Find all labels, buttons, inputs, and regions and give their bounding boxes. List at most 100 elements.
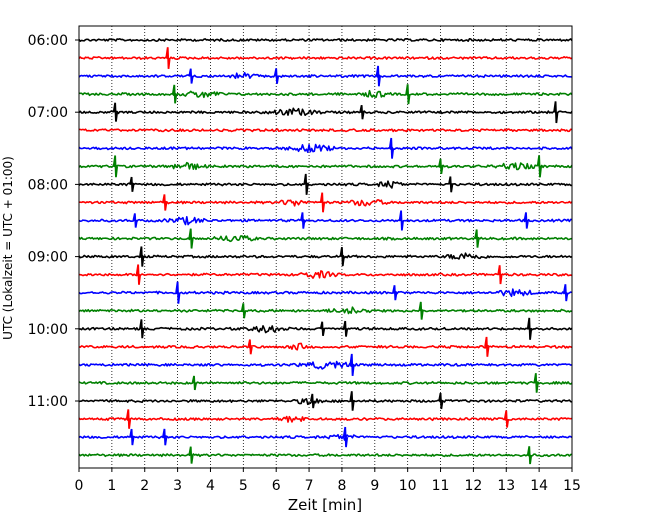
trace-spike bbox=[497, 265, 503, 285]
plot-frame bbox=[78, 25, 573, 469]
trace-spike bbox=[438, 158, 444, 175]
x-tick-label: 3 bbox=[173, 478, 182, 494]
trace-spike bbox=[342, 320, 349, 337]
x-axis-label: Zeit [min] bbox=[288, 496, 362, 514]
trace-spike bbox=[139, 246, 145, 267]
x-tick-label: 2 bbox=[140, 478, 149, 494]
trace-spike bbox=[162, 428, 168, 446]
trace-spike bbox=[112, 155, 119, 178]
trace-spike bbox=[392, 285, 398, 301]
trace-spike bbox=[191, 375, 197, 391]
x-tick-label: 11 bbox=[432, 478, 450, 494]
trace-spike bbox=[563, 284, 569, 302]
trace-spike bbox=[349, 391, 355, 411]
x-tick-label: 13 bbox=[497, 478, 515, 494]
y-tick-label: 07:00 bbox=[28, 105, 68, 121]
x-tick-label: 12 bbox=[464, 478, 482, 494]
trace-spike bbox=[319, 192, 326, 213]
trace-row bbox=[78, 128, 573, 133]
x-tick-label: 15 bbox=[563, 478, 581, 494]
trace-row bbox=[78, 143, 573, 153]
trace-spike bbox=[135, 264, 142, 285]
x-tick-label: 0 bbox=[75, 478, 84, 494]
trace-row bbox=[78, 216, 573, 226]
x-tick-label: 9 bbox=[370, 478, 379, 494]
trace-row bbox=[78, 325, 573, 334]
trace-row bbox=[78, 398, 573, 406]
x-tick-label: 6 bbox=[272, 478, 281, 494]
trace-spike bbox=[533, 373, 539, 393]
trace-spike bbox=[188, 446, 194, 464]
x-ticks: 0 1 2 3 4 5 6 7 8 9 10 11 12 13 14 15 bbox=[75, 468, 581, 494]
x-tick-label: 5 bbox=[239, 478, 248, 494]
x-tick-label: 14 bbox=[530, 478, 548, 494]
x-tick-label: 10 bbox=[399, 478, 417, 494]
trace-spike bbox=[129, 428, 135, 446]
trace-row bbox=[78, 306, 573, 315]
x-tick-label: 1 bbox=[107, 478, 116, 494]
trace-row bbox=[78, 252, 573, 260]
trace-spike bbox=[375, 65, 381, 87]
x-tick-label: 4 bbox=[206, 478, 215, 494]
trace-row bbox=[78, 433, 573, 441]
trace-spike bbox=[474, 229, 480, 248]
trace-row bbox=[78, 342, 573, 351]
trace-layer bbox=[78, 37, 573, 465]
trace-spike bbox=[125, 409, 132, 429]
trace-row bbox=[78, 180, 573, 189]
trace-spike bbox=[349, 353, 355, 376]
trace-spike bbox=[438, 392, 444, 410]
trace-spike bbox=[536, 155, 543, 178]
trace-spike bbox=[319, 321, 326, 337]
trace-spike bbox=[484, 336, 490, 357]
x-tick-label: 7 bbox=[305, 478, 314, 494]
y-tick-label: 11:00 bbox=[28, 394, 68, 410]
trace-spike bbox=[175, 281, 181, 304]
trace-row bbox=[78, 415, 573, 423]
trace-spike bbox=[162, 194, 168, 211]
trace-spike bbox=[526, 317, 533, 340]
trace-spike bbox=[188, 68, 194, 84]
y-tick-label: 09:00 bbox=[28, 250, 68, 266]
trace-row bbox=[78, 55, 573, 61]
trace-row bbox=[78, 71, 573, 80]
trace-row bbox=[78, 288, 573, 298]
trace-row bbox=[78, 234, 573, 243]
trace-spike bbox=[188, 228, 194, 249]
trace-spike bbox=[398, 210, 404, 231]
trace-spike bbox=[309, 393, 316, 409]
trace-spike bbox=[273, 68, 280, 84]
trace-spike bbox=[448, 176, 454, 193]
trace-spike bbox=[523, 212, 529, 229]
trace-spike bbox=[342, 426, 349, 448]
trace-row bbox=[78, 360, 573, 370]
trace-spike bbox=[165, 47, 171, 69]
trace-row bbox=[78, 270, 573, 279]
trace-spike bbox=[526, 446, 533, 465]
trace-spike bbox=[303, 173, 309, 195]
y-axis-label: UTC (Lokalzeit = UTC + 01:00) bbox=[1, 156, 15, 340]
trace-spike bbox=[405, 84, 411, 105]
trace-row bbox=[78, 380, 573, 385]
trace-spike bbox=[503, 410, 510, 428]
y-ticks: 06:00 07:00 08:00 09:00 10:00 11:00 bbox=[28, 33, 79, 410]
trace-spike bbox=[132, 213, 138, 228]
trace-spike bbox=[339, 247, 345, 267]
trace-spike bbox=[129, 176, 135, 192]
trace-spike bbox=[247, 339, 253, 355]
trace-row bbox=[78, 453, 573, 458]
trace-row bbox=[78, 89, 573, 99]
y-tick-label: 10:00 bbox=[28, 322, 68, 338]
trace-spike bbox=[139, 319, 145, 339]
trace-row bbox=[79, 199, 573, 207]
trace-spike bbox=[240, 303, 247, 319]
trace-spike bbox=[359, 105, 365, 120]
x-tick-label: 8 bbox=[337, 478, 346, 494]
trace-spike bbox=[553, 101, 559, 124]
trace-row bbox=[78, 161, 573, 171]
y-tick-label: 06:00 bbox=[28, 33, 68, 49]
trace-row bbox=[78, 107, 573, 117]
y-tick-label: 08:00 bbox=[28, 177, 68, 193]
trace-spike bbox=[112, 102, 119, 122]
